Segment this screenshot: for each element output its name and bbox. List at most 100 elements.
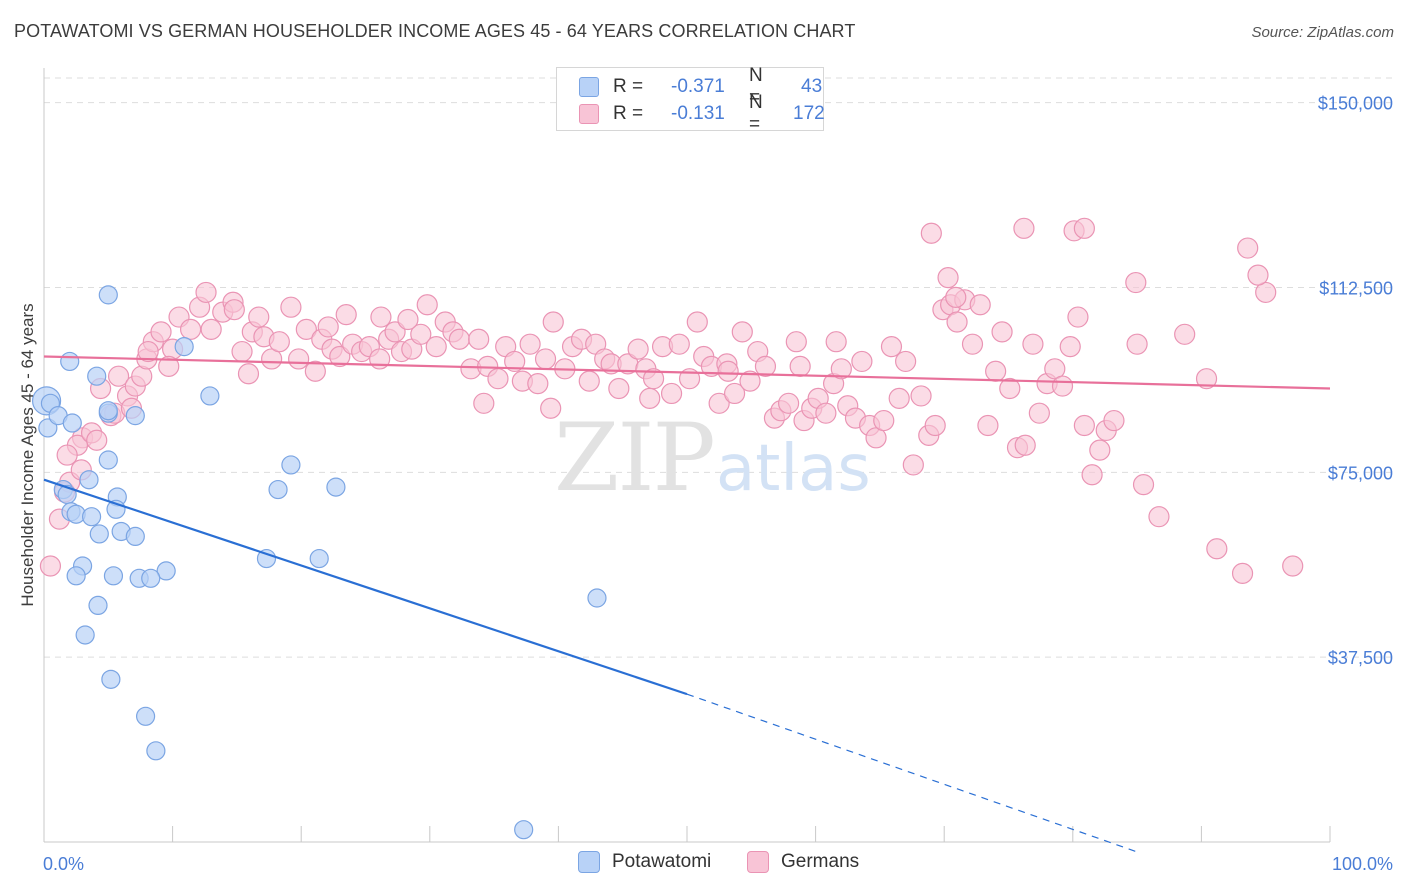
germans-point <box>195 281 217 304</box>
germans-point <box>1022 333 1044 355</box>
watermark: ZIP atlas <box>554 404 871 513</box>
germans-point <box>248 306 270 328</box>
y-tick-label: $37,500 <box>1328 648 1393 668</box>
germans-point <box>999 377 1021 400</box>
legend-swatch-potawatomi <box>579 77 599 97</box>
germans-point <box>937 267 959 289</box>
germans-point <box>739 370 761 392</box>
germans-point <box>519 333 541 355</box>
germans-point <box>961 333 984 355</box>
potawatomi-point <box>309 548 329 569</box>
germans-point <box>1014 434 1036 456</box>
germans-point <box>815 402 837 424</box>
germans-point <box>1073 217 1095 239</box>
germans-point <box>873 409 895 432</box>
germans-point <box>1132 474 1155 496</box>
germans-point <box>1051 375 1074 397</box>
legend-n-label: N = <box>749 65 763 108</box>
legend-row-potawatomi: R = -0.371 N = 43 <box>579 65 822 108</box>
potawatomi-point <box>103 566 124 586</box>
germans-point <box>668 333 690 355</box>
legend-n-value: 43 <box>801 76 823 97</box>
potawatomi-point <box>98 401 118 421</box>
germans-point <box>268 331 290 353</box>
germans-point <box>1067 306 1089 328</box>
potawatomi-point <box>66 566 86 586</box>
potawatomi-point <box>268 479 288 500</box>
germans-point <box>902 454 924 476</box>
potawatomi-point <box>141 568 161 588</box>
germans-point <box>1125 271 1147 294</box>
potawatomi-point <box>101 669 121 689</box>
legend-r-value: -0.371 <box>671 76 725 97</box>
germans-point <box>1148 506 1170 528</box>
germans-point <box>888 387 910 409</box>
germans-point <box>945 286 967 308</box>
germans-point <box>717 360 739 382</box>
potawatomi-point <box>514 820 534 840</box>
germans-point <box>946 311 968 333</box>
germans-point <box>825 331 847 353</box>
germans-point <box>1174 323 1196 345</box>
germans-point <box>851 350 873 373</box>
potawatomi-point <box>174 337 194 357</box>
y-tick-label: $75,000 <box>1328 463 1393 483</box>
source-credit: Source: ZipAtlas.com <box>1251 24 1394 41</box>
bottom-legend-label: Potawatomi <box>612 851 712 872</box>
germans-point <box>231 340 253 363</box>
germans-point <box>880 336 903 358</box>
germans-points <box>39 217 1304 584</box>
potawatomi-point <box>75 625 95 645</box>
germans-point <box>1237 237 1259 259</box>
germans-point <box>317 316 339 338</box>
bottom-legend-potawatomi: Potawatomi <box>578 851 711 873</box>
potawatomi-point <box>79 470 99 490</box>
germans-point <box>977 414 999 437</box>
germans-trend-line <box>43 355 1331 390</box>
germans-point <box>830 358 852 380</box>
legend-r-value: -0.131 <box>671 103 725 124</box>
potawatomi-point <box>89 524 109 544</box>
potawatomi-point <box>87 366 107 386</box>
germans-point <box>86 429 108 451</box>
potawatomi-point <box>281 455 301 475</box>
germans-point <box>540 397 562 419</box>
germans-point <box>991 321 1013 343</box>
potawatomi-point <box>98 450 118 470</box>
germans-point <box>920 222 942 244</box>
germans-point <box>335 303 357 326</box>
legend-n-value: 172 <box>793 103 825 124</box>
bottom-swatch-germans <box>747 851 769 873</box>
germans-point <box>660 382 683 405</box>
x-tick-label-right: 100.0% <box>1332 854 1393 874</box>
germans-point <box>223 299 245 321</box>
germans-point <box>200 318 222 340</box>
germans-point <box>280 296 302 318</box>
potawatomi-point <box>125 406 145 426</box>
germans-point <box>777 392 800 414</box>
germans-point <box>1089 439 1111 461</box>
germans-point <box>150 321 172 343</box>
legend-n-label: N = <box>749 92 763 135</box>
potawatomi-point <box>81 507 102 527</box>
x-tick-label-left: 0.0% <box>43 854 84 874</box>
legend-row-germans: R = -0.131 N = 172 <box>579 92 825 135</box>
germans-point <box>910 385 932 407</box>
germans-point <box>448 328 470 350</box>
germans-point <box>288 348 310 370</box>
germans-point <box>534 348 557 370</box>
potawatomi-point <box>135 706 156 726</box>
potawatomi-point <box>256 548 277 569</box>
germans-point <box>180 318 202 340</box>
germans-point <box>895 350 917 373</box>
potawatomi-trend-extension <box>686 693 1141 854</box>
germans-point <box>723 382 746 405</box>
watermark-atlas: atlas <box>716 432 871 506</box>
germans-point <box>56 444 78 466</box>
germans-point <box>397 308 419 331</box>
germans-point <box>1103 409 1125 432</box>
germans-point <box>542 311 564 333</box>
watermark-zip: ZIP <box>554 404 714 513</box>
germans-point <box>627 338 649 360</box>
